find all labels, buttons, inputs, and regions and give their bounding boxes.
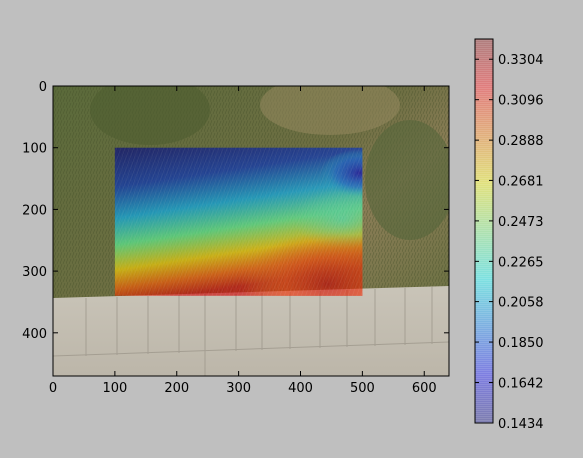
colorbar-tick-label: 0.2681 (498, 174, 544, 189)
colorbar-tick-label: 0.1434 (498, 417, 544, 432)
colorbar-tick-label: 0.2058 (498, 296, 544, 311)
overlay-contours (114, 147, 363, 296)
x-tick-label: 600 (412, 381, 437, 396)
sidewalk (53, 286, 449, 376)
colorbar: 0.1434 0.1642 0.1850 0.2058 0.2265 0.2473 0.26… (474, 38, 544, 432)
y-tick-label: 300 (22, 265, 47, 280)
x-tick-label: 500 (350, 381, 375, 396)
y-tick-label: 100 (22, 142, 47, 157)
colorbar-tick-label: 0.3096 (498, 94, 544, 109)
y-tick-label: 0 (39, 80, 47, 95)
colorbar-tick-label: 0.2473 (498, 215, 544, 230)
y-axis: 0 100 200 300 400 (22, 80, 449, 342)
colorbar-tick-label: 0.1642 (498, 377, 544, 392)
x-tick-label: 200 (164, 381, 189, 396)
y-tick-label: 200 (22, 203, 47, 218)
colorbar-tick-label: 0.1850 (498, 336, 544, 351)
heatmap-overlay (114, 147, 363, 296)
x-tick-label: 400 (288, 381, 313, 396)
colorbar-tick-label: 0.2265 (498, 255, 544, 270)
colorbar-tick-label: 0.2888 (498, 134, 544, 149)
x-axis: 0 100 200 300 400 500 600 (49, 86, 437, 396)
y-tick-label: 400 (22, 327, 47, 342)
axes-frame (52, 85, 450, 377)
x-tick-label: 300 (226, 381, 251, 396)
x-tick-label: 100 (102, 381, 127, 396)
colorbar-tick-label: 0.3304 (498, 53, 544, 68)
x-tick-label: 0 (49, 381, 57, 396)
